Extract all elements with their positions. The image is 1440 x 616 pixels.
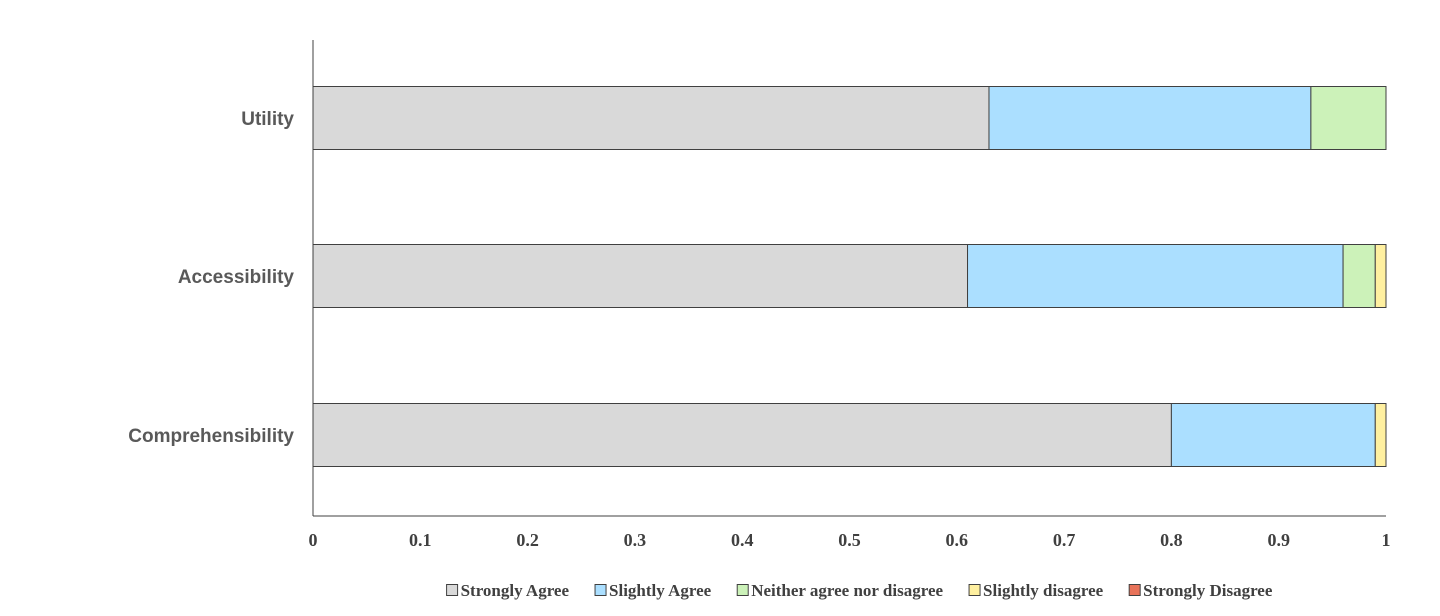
legend-label: Slightly disagree <box>983 581 1104 600</box>
bar-segment-utility-neither-agree-nor-disagree <box>1310 86 1387 150</box>
x-tick-label: 0.5 <box>838 530 861 550</box>
category-label-utility: Utility <box>241 109 294 130</box>
bar-segment-accessibility-slightly-disagree <box>1374 244 1387 308</box>
legend-swatch <box>736 584 749 596</box>
labels-layer: Utility Accessibility Comprehensibility <box>128 109 294 447</box>
bar-segment-accessibility-slightly-agree <box>967 244 1344 308</box>
legend: Strongly Agree Slightly Agree Neither agre… <box>446 581 1273 600</box>
legend-item-strongly-agree: Strongly Agree <box>446 581 570 600</box>
legend-item-neither-agree-nor-disagree: Neither agree nor disagree <box>736 581 944 600</box>
x-tick-label: 0.1 <box>409 530 432 550</box>
x-tick-label: 0.7 <box>1053 530 1076 550</box>
category-label-comprehensibility: Comprehensibility <box>128 426 294 447</box>
legend-item-slightly-disagree: Slightly disagree <box>968 581 1104 600</box>
legend-swatch <box>968 584 981 596</box>
bar-segment-utility-slightly-agree <box>988 86 1312 150</box>
x-tick-label: 0.2 <box>516 530 539 550</box>
legend-label: Strongly Disagree <box>1143 581 1273 600</box>
legend-label: Neither agree nor disagree <box>751 581 943 600</box>
bar-segment-utility-strongly-agree <box>312 86 990 150</box>
bar-segment-comprehensibility-slightly-agree <box>1170 403 1376 467</box>
x-tick-label: 0.4 <box>731 530 754 550</box>
legend-swatch <box>1128 584 1141 596</box>
legend-item-strongly-disagree: Strongly Disagree <box>1128 581 1273 600</box>
x-tick-label: 0.3 <box>624 530 647 550</box>
legend-item-slightly-agree: Slightly Agree <box>594 581 712 600</box>
x-tick-label: 1 <box>1382 530 1391 550</box>
legend-label: Strongly Agree <box>461 581 570 600</box>
bar-segment-accessibility-neither-agree-nor-disagree <box>1342 244 1376 308</box>
legend-swatch <box>594 584 607 596</box>
x-tick-label: 0.8 <box>1160 530 1183 550</box>
bars-layer <box>312 86 1387 467</box>
bar-segment-comprehensibility-slightly-disagree <box>1374 403 1387 467</box>
axis-layer: 0 0.1 0.2 0.3 0.4 0.5 0.6 0.7 0.8 0.9 1 <box>309 40 1391 550</box>
legend-swatch <box>446 584 459 596</box>
bar-segment-accessibility-strongly-agree <box>312 244 969 308</box>
bar-segment-comprehensibility-strongly-agree <box>312 403 1172 467</box>
category-label-accessibility: Accessibility <box>178 267 295 288</box>
x-tick-label: 0.9 <box>1267 530 1290 550</box>
legend-label: Slightly Agree <box>609 581 712 600</box>
x-tick-label: 0.6 <box>946 530 969 550</box>
x-tick-label: 0 <box>309 530 318 550</box>
